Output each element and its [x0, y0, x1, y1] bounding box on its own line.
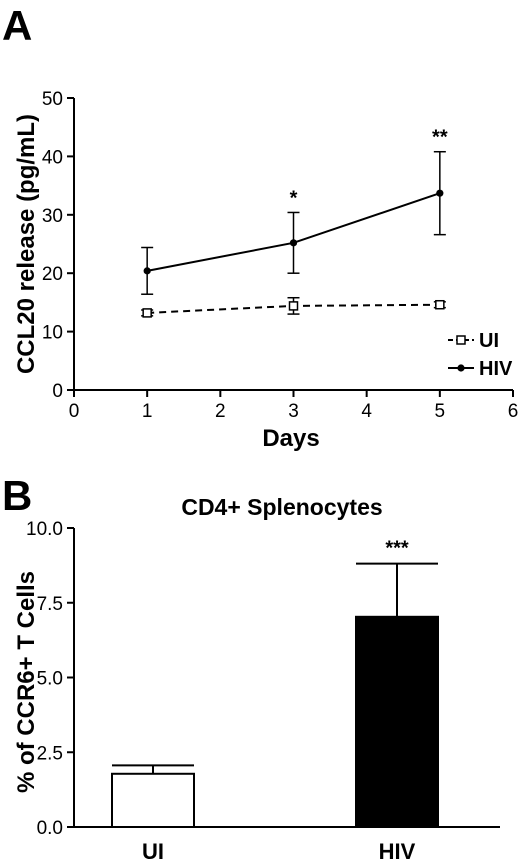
chart-a: A CCL20 release (pg/mL) Days 01020304050…	[2, 2, 518, 452]
chart-b: B CD4+ Splenocytes % of CCR6+ T Cells 0.…	[2, 472, 500, 864]
legend-marker-ui	[456, 335, 466, 345]
x-tick-label-a: 3	[288, 401, 299, 422]
x-tick-label-a: 5	[435, 401, 446, 422]
chart-title-b: CD4+ Splenocytes	[181, 494, 382, 520]
legend-label-hiv: HIV	[479, 358, 513, 380]
data-point-ui	[142, 308, 152, 318]
axes-b: 0.0 2.5 5.0 7.5 10.0	[26, 519, 500, 839]
y-tick-label-a: 10	[42, 323, 63, 344]
x-tick-label-a: 1	[142, 401, 153, 422]
x-tick-label-a: 6	[508, 401, 519, 422]
significance-marker-b: ***	[385, 538, 409, 560]
significance-marker-a: **	[432, 127, 448, 149]
x-tick-label-a: 4	[361, 401, 372, 422]
y-tick-label-a: 50	[42, 89, 63, 110]
annotations-b: ***	[385, 538, 409, 560]
axes-a: 0 10 20 30 40 50 0 1 2 3 4 5 6	[42, 89, 518, 422]
data-point-hiv	[436, 189, 444, 197]
series-group-a	[141, 150, 446, 318]
y-tick-label-b: 0.0	[37, 818, 63, 839]
y-tick-label-b: 10.0	[26, 519, 63, 540]
significance-marker-a: *	[290, 187, 298, 209]
y-tick-label-a: 20	[42, 264, 63, 285]
annotations-a: ***	[290, 127, 448, 210]
bar-ui	[111, 772, 195, 829]
data-point-ui	[288, 301, 299, 311]
panel-label-b: B	[2, 472, 32, 519]
x-tick-label-a: 0	[69, 401, 80, 422]
x-axis-title-a: Days	[262, 425, 319, 452]
y-tick-label-b: 5.0	[37, 669, 63, 690]
bar-hiv	[355, 615, 439, 828]
y-tick-label-a: 0	[52, 381, 63, 402]
legend-label-ui: UI	[479, 330, 499, 352]
y-tick-label-a: 40	[42, 147, 63, 168]
legend-a: UI HIV	[448, 330, 513, 380]
category-label-hiv: HIV	[379, 839, 416, 864]
panel-label-a: A	[2, 2, 32, 49]
y-axis-title-b: % of CCR6+ T Cells	[13, 571, 40, 793]
legend-marker-hiv	[457, 364, 465, 372]
bars-b: UI HIV	[111, 562, 439, 864]
y-tick-label-b: 2.5	[37, 743, 63, 764]
y-tick-label-b: 7.5	[37, 594, 63, 615]
category-label-ui: UI	[142, 839, 164, 864]
y-axis-title-a: CCL20 release (pg/mL)	[13, 114, 40, 374]
data-point-hiv	[143, 267, 151, 275]
x-tick-label-a: 2	[215, 401, 226, 422]
data-point-ui	[435, 299, 445, 310]
data-point-hiv	[289, 239, 298, 247]
y-tick-label-a: 30	[42, 206, 63, 227]
